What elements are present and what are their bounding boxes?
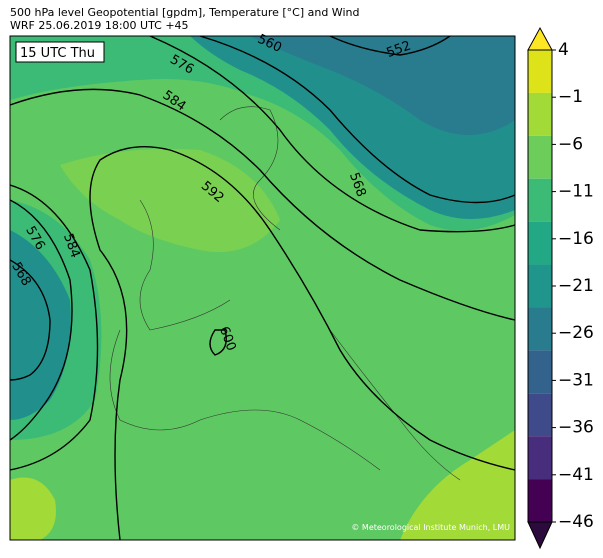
colorbar-tick-label: −21	[558, 276, 594, 296]
colorbar-band	[528, 135, 552, 179]
colorbar-tick-label: −36	[558, 418, 594, 438]
colorbar-tick-label: −1	[558, 87, 583, 107]
cold-region	[250, 36, 515, 135]
warm-region	[60, 149, 280, 252]
colorbar-tick-label: −31	[558, 370, 594, 390]
colorbar-band	[528, 436, 552, 480]
colorbar: 4 −1 −6 −11 −16 −21 −26 −31 −36 −41 −46	[527, 26, 594, 550]
colorbar-band	[528, 307, 552, 351]
colorbar-band	[528, 50, 552, 93]
colorbar-tick-label: −16	[558, 229, 594, 249]
colorbar-tick-label: −46	[558, 512, 594, 532]
contours	[10, 36, 515, 540]
subtitle: WRF 25.06.2019 18:00 UTC +45	[10, 19, 189, 32]
colorbar-tick-label: −6	[558, 134, 583, 154]
warm-region	[400, 430, 515, 540]
colorbar-band	[528, 221, 552, 265]
colorbar-band	[528, 264, 552, 308]
colorbar-band	[528, 178, 552, 222]
cold-region	[10, 230, 71, 420]
colorbar-tick-label: −26	[558, 323, 594, 343]
time-box	[15, 41, 105, 63]
colorbar-tick-label: −41	[558, 465, 594, 485]
colorbar-band	[528, 92, 552, 136]
colorbar-tick-label: −11	[558, 182, 594, 202]
warm-region	[10, 477, 56, 540]
colorbar-extension	[527, 521, 553, 550]
coastlines	[109, 106, 461, 481]
map: 15 UTC Thu © Meteorological Institute Mu…	[9, 35, 516, 541]
colorbar-extension	[527, 26, 553, 51]
colorbar-band	[528, 393, 552, 437]
colorbar-tick-label: 4	[558, 40, 569, 60]
colorbar-band	[528, 350, 552, 394]
title: 500 hPa level Geopotential [gpdm], Tempe…	[10, 6, 359, 19]
copyright: © Meteorological Institute Munich, LMU	[351, 523, 510, 532]
time-label: 15 UTC Thu	[20, 46, 95, 61]
colorbar-band	[528, 479, 552, 522]
map-frame	[9, 35, 516, 541]
